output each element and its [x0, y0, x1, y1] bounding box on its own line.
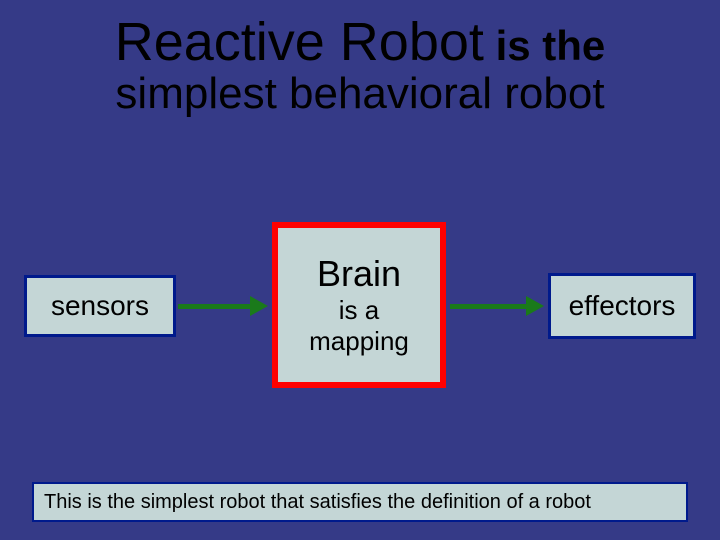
slide: Reactive Robot is the simplest behaviora…: [0, 0, 720, 540]
caption-text: This is the simplest robot that satisfie…: [44, 491, 591, 513]
slide-title: Reactive Robot is the simplest behaviora…: [0, 14, 720, 117]
brain-title: Brain: [317, 253, 401, 295]
effectors-label: effectors: [569, 290, 676, 322]
title-line2: simplest behavioral robot: [0, 71, 720, 117]
brain-sub2: mapping: [309, 326, 409, 357]
title-strong: Reactive Robot: [115, 12, 484, 72]
caption-box: This is the simplest robot that satisfie…: [32, 482, 688, 522]
brain-box: Brain is a mapping: [272, 222, 446, 388]
title-rest: is the: [484, 22, 605, 69]
sensors-label: sensors: [51, 290, 149, 322]
effectors-box: effectors: [548, 273, 696, 339]
sensors-box: sensors: [24, 275, 176, 337]
brain-sub1: is a: [339, 295, 379, 326]
